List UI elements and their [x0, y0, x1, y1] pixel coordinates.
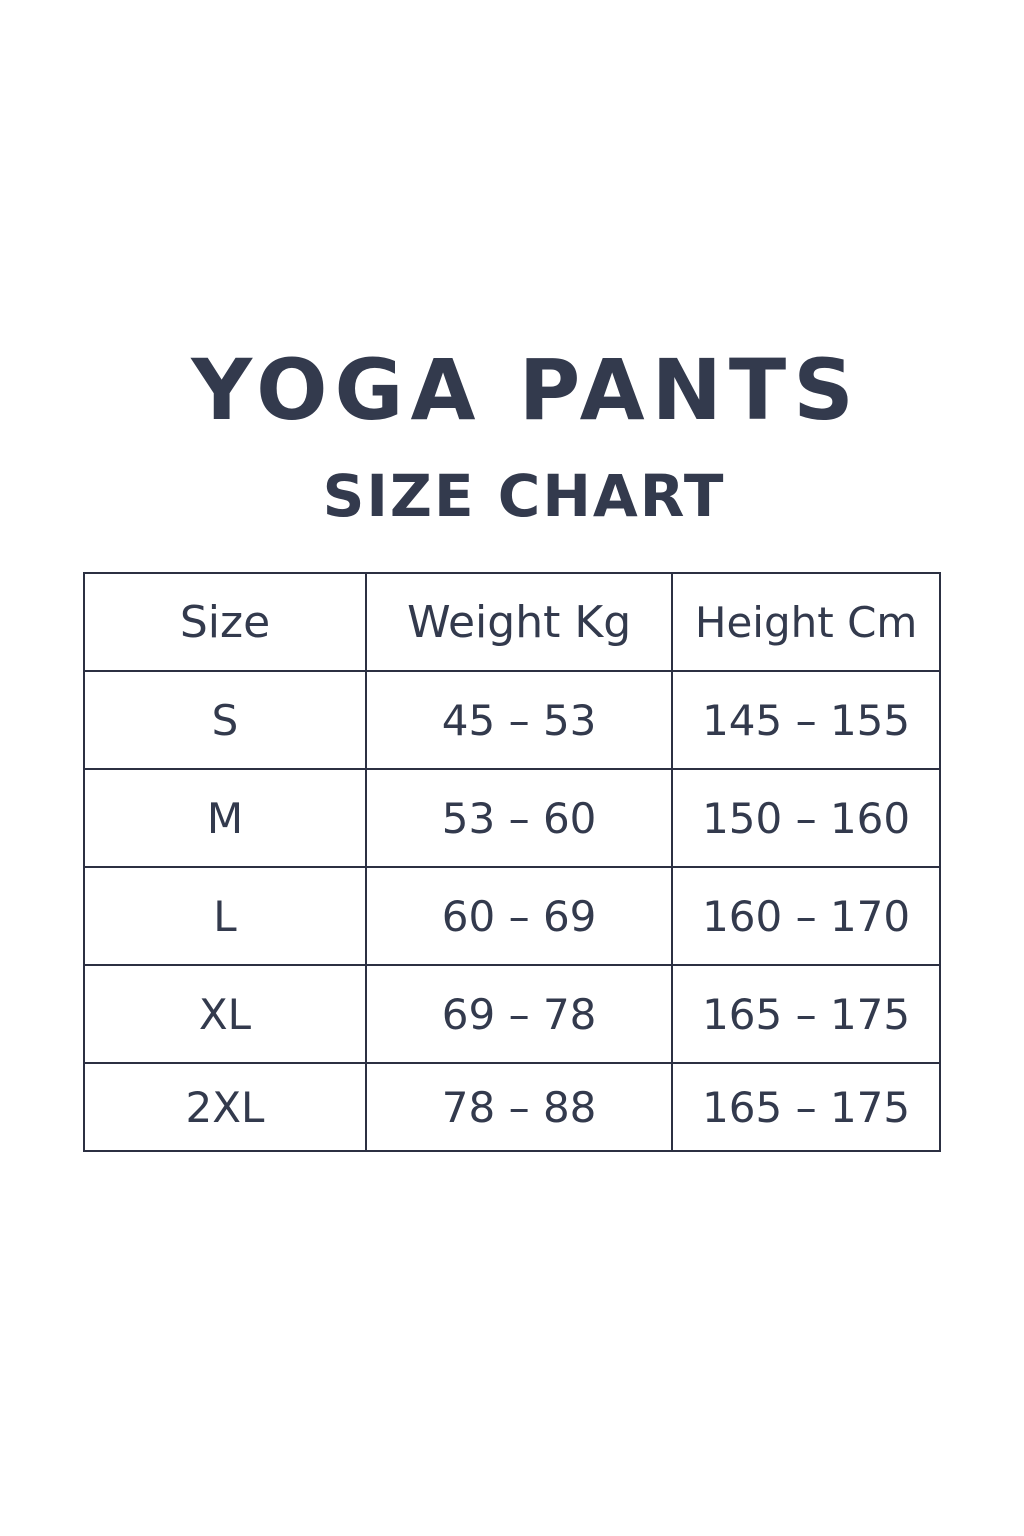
cell-weight: 69 – 78: [364, 964, 674, 1064]
size-chart-table: Size Weight Kg Height Cm S 45 – 53 145 –…: [83, 572, 941, 1152]
cell-size: S: [83, 670, 367, 770]
cell-size: L: [83, 866, 367, 966]
table-row: XL 69 – 78 165 – 175: [83, 964, 941, 1064]
cell-weight: 53 – 60: [364, 768, 674, 868]
cell-height: 150 – 160: [671, 768, 941, 868]
cell-size: 2XL: [83, 1062, 367, 1152]
cell-weight: 45 – 53: [364, 670, 674, 770]
table-row: M 53 – 60 150 – 160: [83, 768, 941, 868]
cell-size: M: [83, 768, 367, 868]
table-row: 2XL 78 – 88 165 – 175: [83, 1062, 941, 1152]
page-title: YOGA PANTS: [191, 341, 861, 439]
cell-weight: 78 – 88: [364, 1062, 674, 1152]
cell-weight: 60 – 69: [364, 866, 674, 966]
table-row: S 45 – 53 145 – 155: [83, 670, 941, 770]
cell-height: 145 – 155: [671, 670, 941, 770]
header-size: Size: [83, 572, 367, 672]
header-weight: Weight Kg: [364, 572, 674, 672]
cell-size: XL: [83, 964, 367, 1064]
table-row: L 60 – 69 160 – 170: [83, 866, 941, 966]
cell-height: 160 – 170: [671, 866, 941, 966]
header-row: Size Weight Kg Height Cm: [83, 572, 941, 672]
cell-height: 165 – 175: [671, 964, 941, 1064]
header-height: Height Cm: [671, 572, 941, 672]
cell-height: 165 – 175: [671, 1062, 941, 1152]
page-subtitle: SIZE CHART: [322, 462, 726, 530]
